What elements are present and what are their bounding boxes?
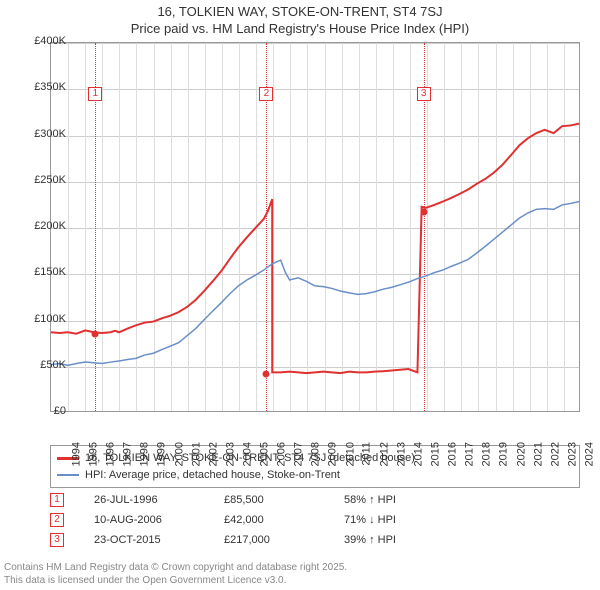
event-row-marker: 2 — [50, 513, 64, 527]
x-axis-label: 2010 — [344, 442, 356, 466]
x-axis-label: 2011 — [360, 442, 372, 466]
x-axis-label: 2023 — [566, 442, 578, 466]
chart-title-line1: 16, TOLKIEN WAY, STOKE-ON-TRENT, ST4 7SJ — [0, 0, 600, 21]
footer-attribution: Contains HM Land Registry data © Crown c… — [4, 561, 347, 587]
y-axis-label: £100K — [6, 313, 66, 325]
event-row-price: £42,000 — [224, 514, 344, 526]
footer-line1: Contains HM Land Registry data © Crown c… — [4, 561, 347, 574]
events-table: 1 26-JUL-1996£85,50058% ↑ HPI 2 10-AUG-2006… — [50, 490, 580, 550]
legend-label: HPI: Average price, detached house, Stok… — [85, 467, 340, 484]
x-axis-label: 1999 — [156, 442, 168, 466]
event-row-3: 3 23-OCT-2015£217,00039% ↑ HPI — [50, 530, 580, 550]
event-row-date: 23-OCT-2015 — [94, 534, 224, 546]
x-axis-label: 2024 — [583, 442, 595, 466]
event-dot-2 — [263, 371, 270, 378]
event-row-marker: 3 — [50, 533, 64, 547]
x-axis-label: 2014 — [412, 442, 424, 466]
event-row-price: £217,000 — [224, 534, 344, 546]
x-axis-label: 2019 — [498, 442, 510, 466]
event-row-1: 1 26-JUL-1996£85,50058% ↑ HPI — [50, 490, 580, 510]
x-axis-label: 2001 — [190, 442, 202, 466]
x-axis-label: 2006 — [276, 442, 288, 466]
x-axis-label: 2017 — [464, 442, 476, 466]
x-axis-label: 2008 — [310, 442, 322, 466]
x-axis-label: 1996 — [105, 442, 117, 466]
y-axis-label: £150K — [6, 266, 66, 278]
x-axis-label: 1997 — [122, 442, 134, 466]
x-axis-label: 2015 — [430, 442, 442, 466]
x-axis-label: 1994 — [70, 442, 82, 466]
legend-row-1: HPI: Average price, detached house, Stok… — [57, 467, 573, 484]
y-axis-label: £0 — [6, 405, 66, 417]
y-axis-label: £50K — [6, 359, 66, 371]
x-axis-label: 2016 — [447, 442, 459, 466]
event-row-date: 10-AUG-2006 — [94, 514, 224, 526]
x-axis-label: 1998 — [139, 442, 151, 466]
legend-swatch — [57, 474, 79, 477]
series-price_paid — [51, 124, 579, 374]
event-row-hpi: 71% ↓ HPI — [344, 514, 464, 526]
event-row-marker: 1 — [50, 493, 64, 507]
y-axis-label: £200K — [6, 220, 66, 232]
x-axis-label: 2020 — [515, 442, 527, 466]
y-axis-label: £400K — [6, 35, 66, 47]
y-axis-label: £250K — [6, 174, 66, 186]
footer-line2: This data is licensed under the Open Gov… — [4, 574, 347, 587]
event-dot-1 — [92, 330, 99, 337]
x-axis-label: 2021 — [532, 442, 544, 466]
x-axis-label: 2009 — [327, 442, 339, 466]
x-axis-label: 2000 — [173, 442, 185, 466]
series-hpi — [51, 202, 579, 366]
chart-plot-area: 123 — [50, 42, 580, 412]
event-row-hpi: 39% ↑ HPI — [344, 534, 464, 546]
y-axis-label: £300K — [6, 128, 66, 140]
x-axis-label: 2005 — [259, 442, 271, 466]
x-axis-label: 2022 — [549, 442, 561, 466]
x-axis-label: 2012 — [378, 442, 390, 466]
x-axis-label: 2018 — [481, 442, 493, 466]
event-row-date: 26-JUL-1996 — [94, 494, 224, 506]
x-axis-label: 1995 — [88, 442, 100, 466]
event-row-2: 2 10-AUG-2006£42,00071% ↓ HPI — [50, 510, 580, 530]
y-axis-label: £350K — [6, 81, 66, 93]
chart-lines — [51, 43, 579, 411]
chart-title-line2: Price paid vs. HM Land Registry's House … — [0, 21, 600, 36]
x-axis-label: 2004 — [241, 442, 253, 466]
x-axis-label: 2003 — [224, 442, 236, 466]
event-row-price: £85,500 — [224, 494, 344, 506]
x-axis-label: 2007 — [293, 442, 305, 466]
event-dot-3 — [420, 209, 427, 216]
x-axis-label: 2002 — [207, 442, 219, 466]
x-axis-label: 2013 — [395, 442, 407, 466]
event-row-hpi: 58% ↑ HPI — [344, 494, 464, 506]
